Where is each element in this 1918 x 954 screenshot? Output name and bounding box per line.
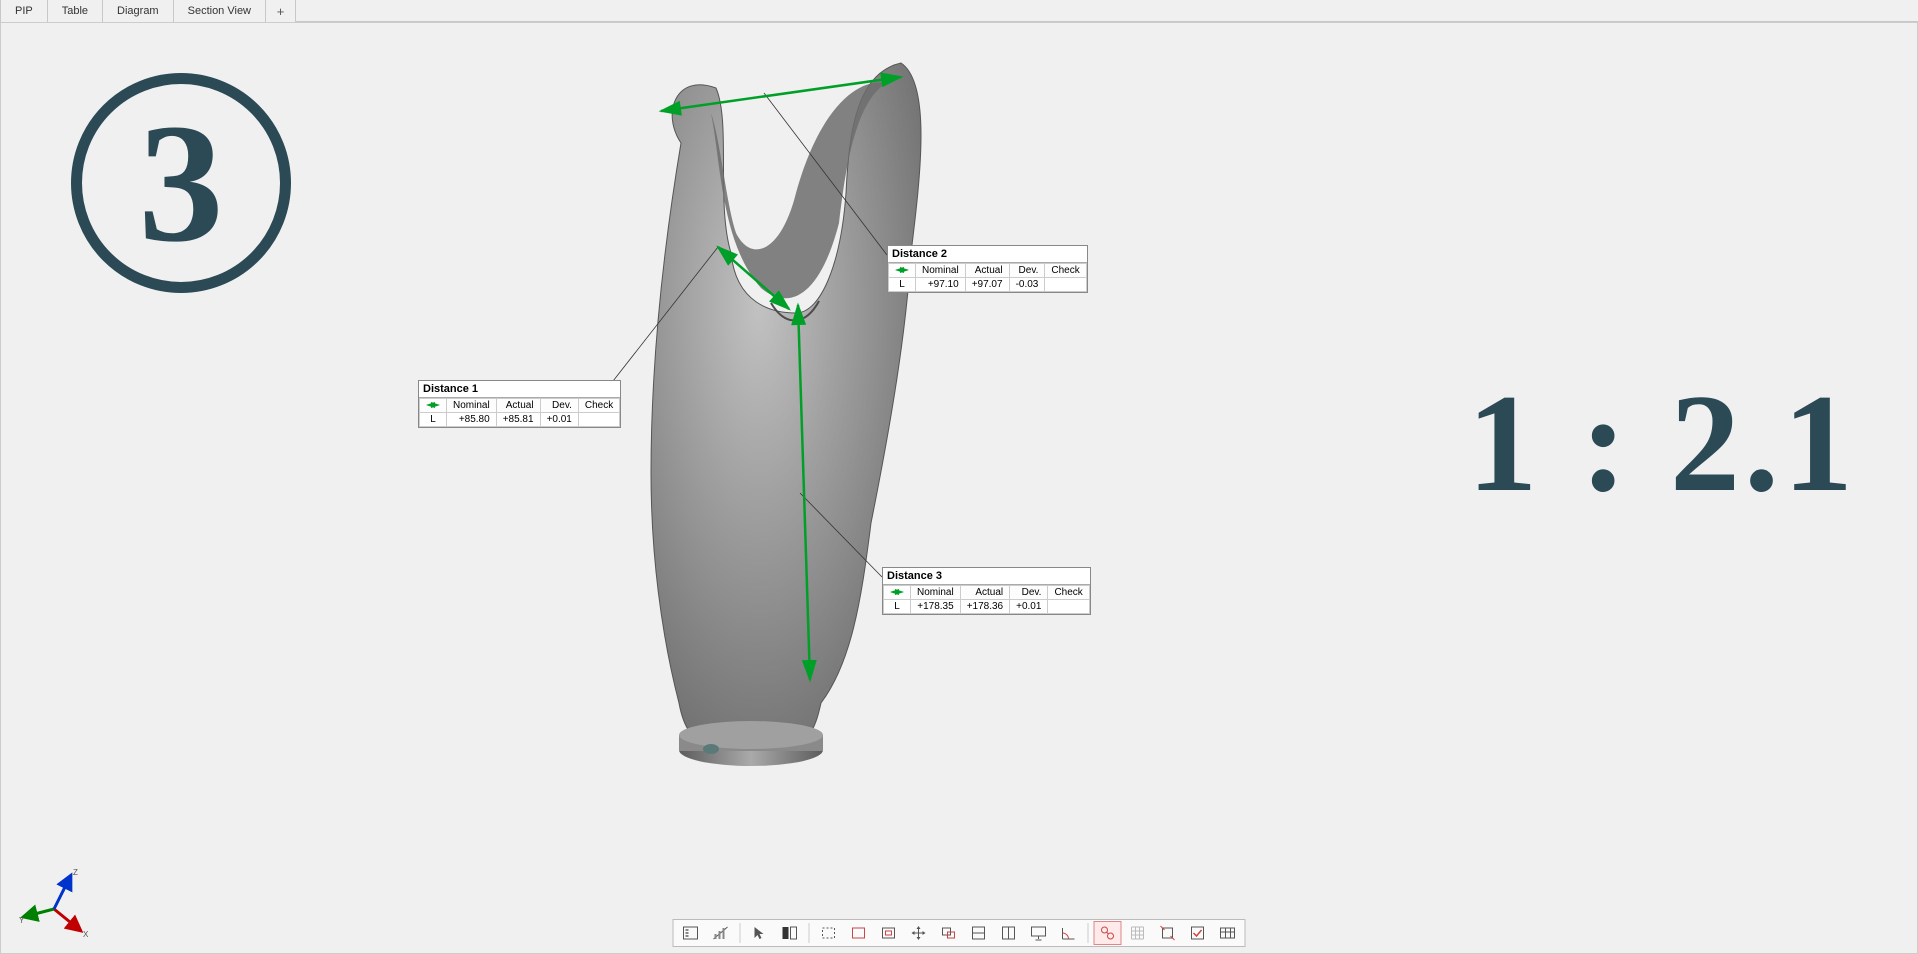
split-view-icon[interactable] bbox=[776, 921, 804, 945]
tab-add-button[interactable]: + bbox=[266, 0, 296, 22]
tab-section-view[interactable]: Section View bbox=[174, 0, 266, 22]
presentation-icon[interactable] bbox=[1025, 921, 1053, 945]
align-icon[interactable] bbox=[995, 921, 1023, 945]
tab-pip[interactable]: PIP bbox=[0, 0, 48, 22]
legend-icon[interactable] bbox=[677, 921, 705, 945]
table-icon[interactable] bbox=[1214, 921, 1242, 945]
callout-title: Distance 3 bbox=[883, 568, 1090, 585]
move-icon[interactable] bbox=[905, 921, 933, 945]
measurement-callout-3[interactable]: Distance 3NominalActualDev.CheckL+178.35… bbox=[882, 567, 1091, 615]
callout-title: Distance 1 bbox=[419, 381, 620, 398]
check-icon[interactable] bbox=[1184, 921, 1212, 945]
tab-table[interactable]: Table bbox=[48, 0, 103, 22]
axis-triad: X Y Z bbox=[19, 869, 89, 939]
viewport-3d[interactable]: 3 1 : 2.1 bbox=[0, 22, 1918, 954]
histogram-icon[interactable] bbox=[707, 921, 735, 945]
ortho-icon[interactable] bbox=[965, 921, 993, 945]
snap-icon[interactable] bbox=[935, 921, 963, 945]
tab-diagram[interactable]: Diagram bbox=[103, 0, 174, 22]
angle-icon[interactable] bbox=[1055, 921, 1083, 945]
tab-bar: PIP Table Diagram Section View + bbox=[0, 0, 1918, 22]
crop-icon[interactable] bbox=[1154, 921, 1182, 945]
scale-ratio-label: 1 : 2.1 bbox=[1467, 363, 1857, 524]
rect-dashed-icon[interactable] bbox=[815, 921, 843, 945]
grid-icon[interactable] bbox=[1124, 921, 1152, 945]
svg-text:Y: Y bbox=[19, 916, 25, 925]
rect-inner-icon[interactable] bbox=[875, 921, 903, 945]
callout-title: Distance 2 bbox=[888, 246, 1087, 263]
rect-solid-icon[interactable] bbox=[845, 921, 873, 945]
pointer-icon[interactable] bbox=[746, 921, 774, 945]
viewport-toolbar bbox=[673, 919, 1246, 947]
measurement-callout-1[interactable]: Distance 1NominalActualDev.CheckL+85.80+… bbox=[418, 380, 621, 428]
svg-text:X: X bbox=[83, 930, 89, 939]
measurement-callout-2[interactable]: Distance 2NominalActualDev.CheckL+97.10+… bbox=[887, 245, 1088, 293]
link-icon[interactable] bbox=[1094, 921, 1122, 945]
model-render bbox=[621, 53, 941, 773]
step-badge: 3 bbox=[71, 73, 291, 293]
svg-text:Z: Z bbox=[73, 869, 78, 877]
